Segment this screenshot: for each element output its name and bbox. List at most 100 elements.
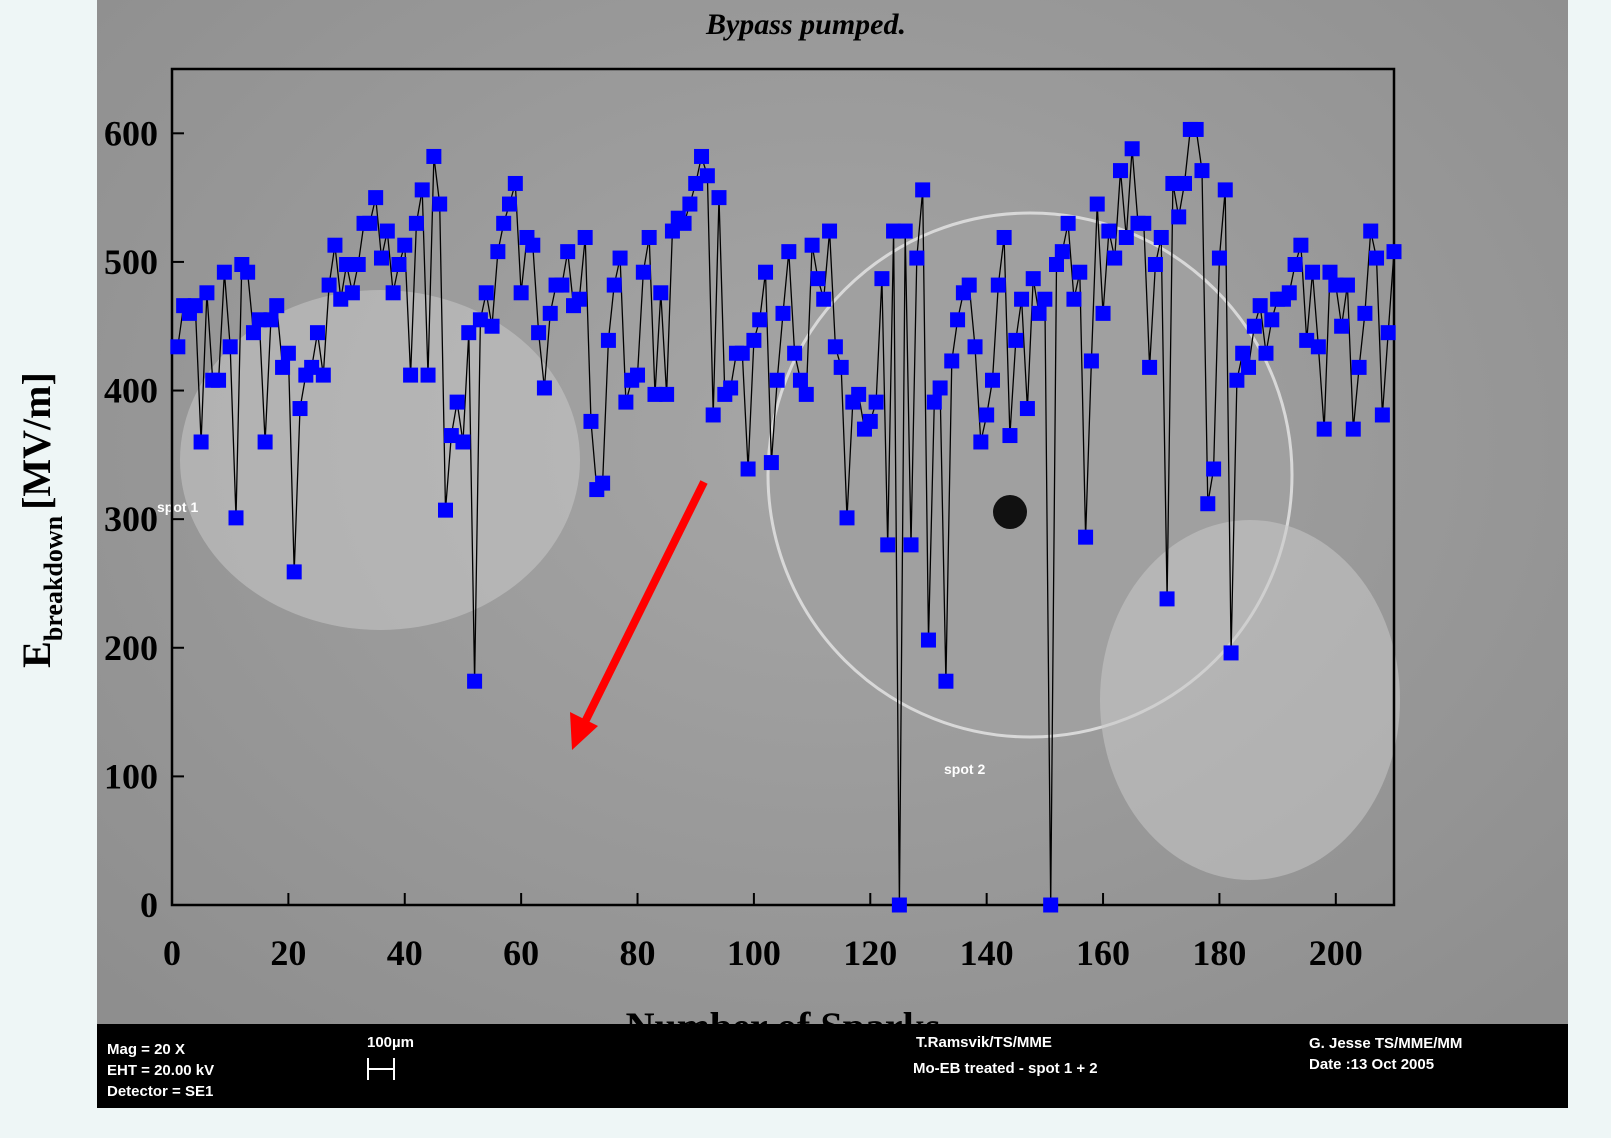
spot-region [1100,520,1400,880]
data-point [641,229,657,245]
data-point [1194,163,1210,179]
info-text: Detector = SE1 [107,1083,213,1100]
image-label: spot 2 [944,761,985,777]
data-point [170,339,186,355]
x-tick-label: 180 [1192,933,1246,973]
data-point [472,312,488,328]
data-point [810,271,826,287]
info-text: Mo-EB treated - spot 1 + 2 [913,1060,1098,1077]
data-point [484,318,500,334]
data-point [769,372,785,388]
data-point [996,229,1012,245]
data-point [1235,345,1251,361]
info-text: Mag = 20 X [107,1041,185,1058]
info-bar [97,1024,1568,1108]
data-point [1142,359,1158,375]
data-point [280,345,296,361]
y-tick-label: 300 [104,499,158,539]
data-point [827,339,843,355]
data-point [984,372,1000,388]
data-point [647,386,663,402]
data-point [461,325,477,341]
y-tick-label: 0 [140,885,158,925]
data-point [1031,305,1047,321]
data-point [414,182,430,198]
y-tick-label: 500 [104,242,158,282]
scale-bar [367,1058,395,1080]
data-point [228,510,244,526]
data-point [263,312,279,328]
data-point [397,237,413,253]
arrow [576,480,708,734]
data-point [216,264,232,280]
data-point [699,168,715,184]
data-point [443,428,459,444]
data-point [1008,332,1024,348]
data-point [1153,229,1169,245]
data-point [1293,237,1309,253]
data-point [1264,312,1280,328]
data-point [379,223,395,239]
data-point [1159,591,1175,607]
data-point [653,285,669,301]
info-text: T.Ramsvik/TS/MME [916,1034,1052,1051]
data-point [1107,250,1123,266]
data-point [798,386,814,402]
data-point [455,434,471,450]
x-tick-label: 40 [387,933,423,973]
data-point [1200,496,1216,512]
data-point [1339,277,1355,293]
x-tick-label: 0 [163,933,181,973]
data-point [1037,291,1053,307]
data-point [792,372,808,388]
y-label-subscript: breakdown [39,515,68,641]
data-point [763,455,779,471]
data-point [1369,250,1385,266]
data-point [507,175,523,191]
data-point [350,256,366,272]
data-point [606,277,622,293]
data-point [362,215,378,231]
data-point [1124,141,1140,157]
data-point [560,244,576,260]
info-text: EHT = 20.00 kV [107,1062,214,1079]
data-point [926,394,942,410]
data-point [891,897,907,913]
data-point [327,237,343,253]
data-point [222,339,238,355]
data-point [851,386,867,402]
data-point [251,312,267,328]
data-point [705,407,721,423]
y-label-main: E [14,641,59,668]
data-point [1310,339,1326,355]
data-point [1357,305,1373,321]
data-point [525,237,541,253]
data-point [1241,359,1257,375]
data-point [804,237,820,253]
data-point [1345,421,1361,437]
y-label-unit: [MV/m] [14,372,59,510]
data-point [542,305,558,321]
data-point [292,401,308,417]
data-point [822,223,838,239]
data-point [758,264,774,280]
data-point [920,632,936,648]
data-point [659,386,675,402]
data-point [897,223,913,239]
data-point [752,312,768,328]
data-point [816,291,832,307]
data-point [344,285,360,301]
x-tick-label: 60 [503,933,539,973]
data-point [1002,428,1018,444]
x-tick-label: 100 [727,933,781,973]
data-point [490,244,506,260]
data-point [478,285,494,301]
data-point [1316,421,1332,437]
data-point [775,305,791,321]
data-point [664,223,680,239]
data-point [874,271,890,287]
y-tick-label: 200 [104,628,158,668]
x-tick-label: 20 [270,933,306,973]
data-point [269,298,285,314]
data-point [903,537,919,553]
